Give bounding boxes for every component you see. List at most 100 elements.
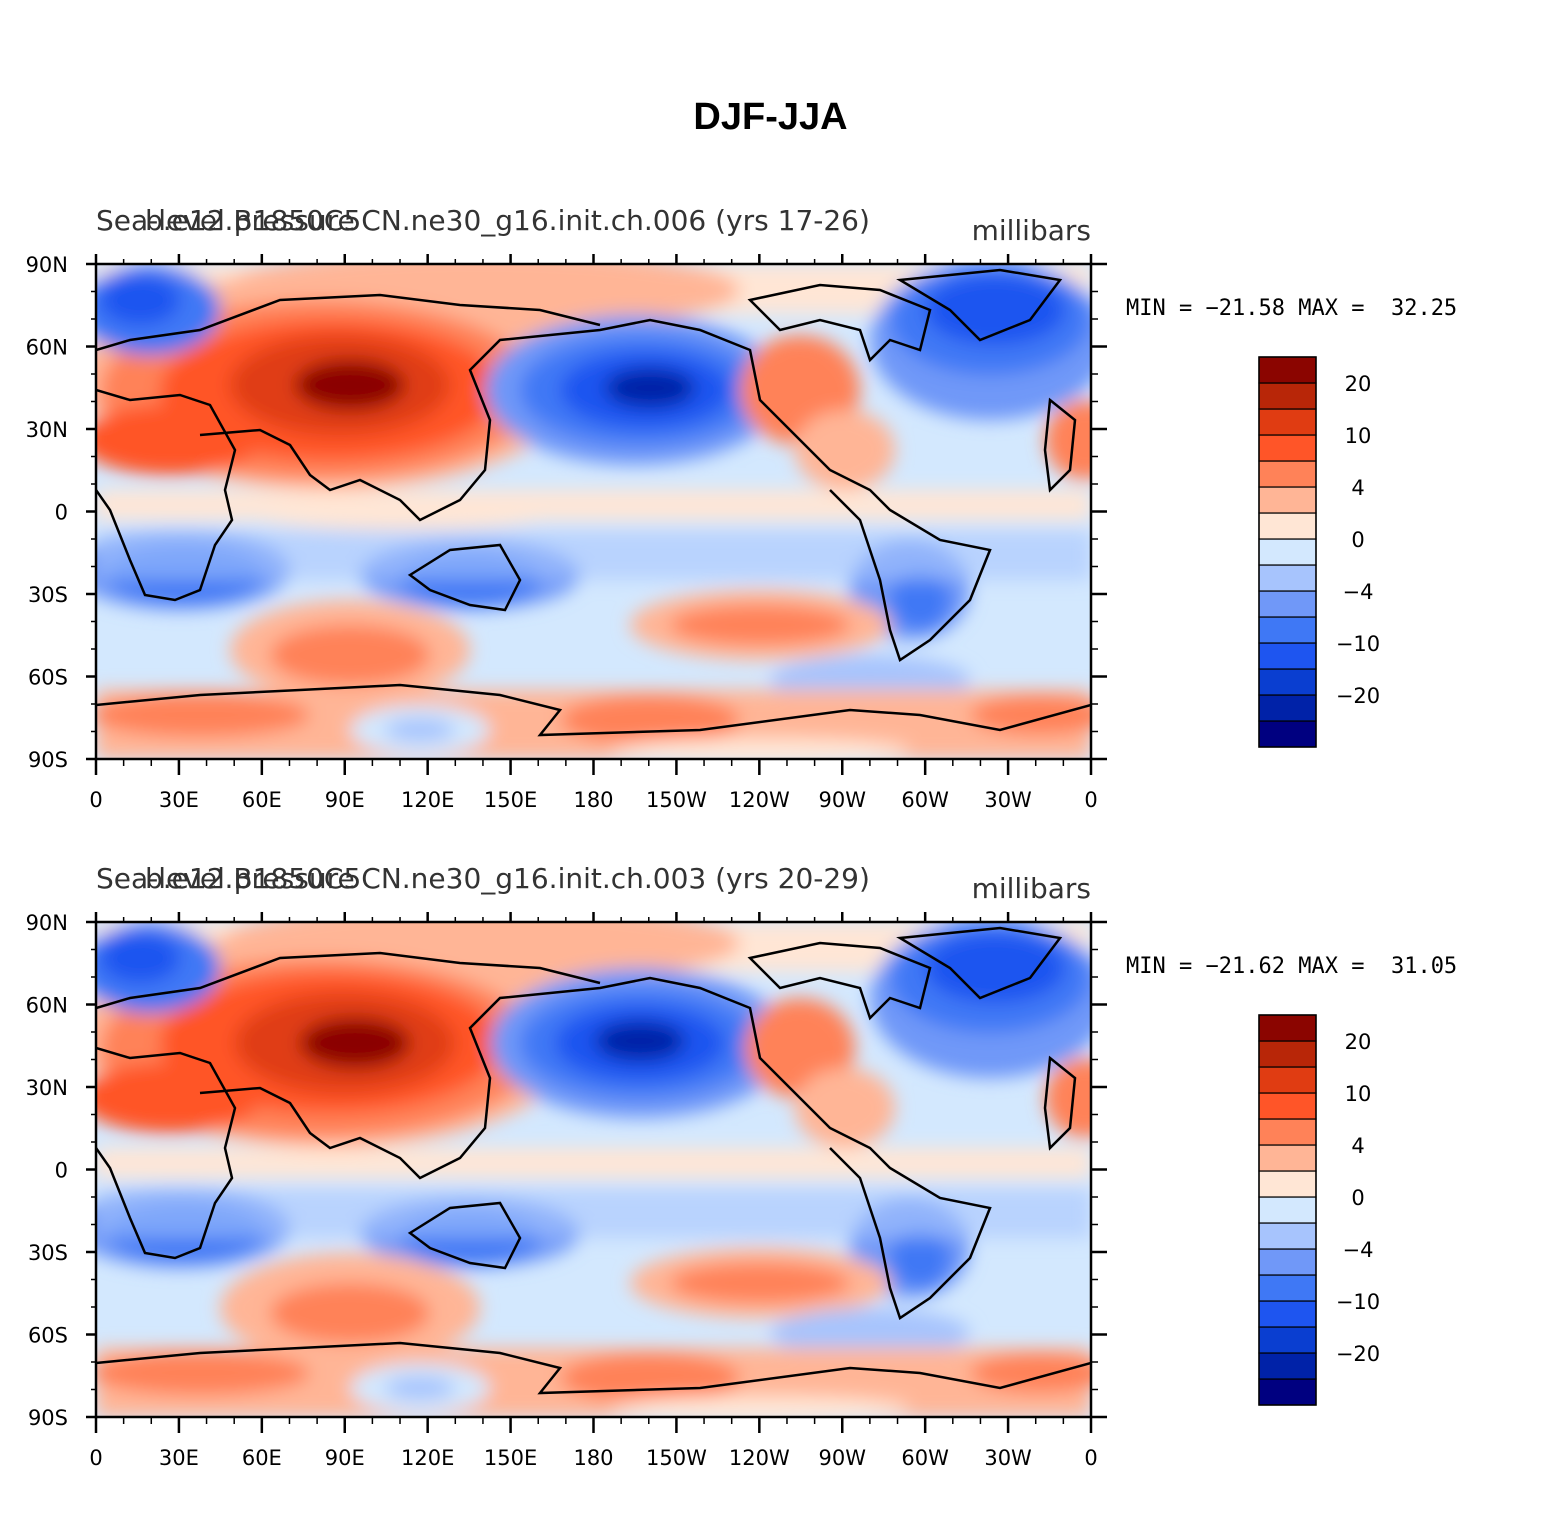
coastlines bbox=[96, 268, 1091, 737]
lat-tick-label: 90S bbox=[28, 1406, 68, 1430]
figure-title: DJF-JJA bbox=[693, 96, 848, 138]
colorbar-box bbox=[1258, 356, 1317, 384]
colorbar-label: 10 bbox=[1345, 1082, 1372, 1106]
lon-tick-label: 180 bbox=[573, 1446, 613, 1470]
lon-tick-label: 90W bbox=[819, 1446, 867, 1470]
lon-tick-label: 0 bbox=[89, 788, 102, 812]
min-value: −21.62 bbox=[1205, 954, 1285, 979]
colorbar-label: −20 bbox=[1336, 684, 1380, 708]
colorbar-box bbox=[1258, 1222, 1317, 1250]
coastlines bbox=[96, 926, 1091, 1395]
lat-tick-label: 90N bbox=[26, 911, 68, 935]
lon-tick-label: 30E bbox=[159, 1446, 199, 1470]
lat-tick-label: 0 bbox=[55, 501, 68, 525]
max-value: 31.05 bbox=[1390, 954, 1458, 979]
colorbar-box bbox=[1258, 1196, 1317, 1224]
colorbar-box bbox=[1258, 1118, 1317, 1146]
lat-tick-label: 30S bbox=[28, 583, 68, 607]
colorbar-box bbox=[1258, 1326, 1317, 1354]
colorbar-box bbox=[1258, 1040, 1317, 1068]
min-max-readout: MIN = −21.58 MAX = 32.25 bbox=[1126, 296, 1457, 321]
colorbar-label: 0 bbox=[1351, 528, 1364, 552]
map-panel-bottom: 90N 60N 30N 0 30S 60S 90S 0 30E 60E 90E 120E 150E 18… bbox=[0, 848, 1541, 1508]
max-value: 32.25 bbox=[1390, 296, 1458, 321]
colorbar-box bbox=[1258, 512, 1317, 540]
colorbar-box bbox=[1258, 642, 1317, 670]
pressure-field bbox=[96, 264, 1091, 759]
colorbar-box bbox=[1258, 408, 1317, 436]
left-title: Sea-level pressure bbox=[96, 204, 355, 237]
lon-tick-label: 30W bbox=[984, 1446, 1032, 1470]
colorbar-box bbox=[1258, 1170, 1317, 1198]
colorbar-label: 20 bbox=[1345, 1030, 1372, 1054]
lat-tick-label: 90N bbox=[26, 253, 68, 277]
colorbar-label: 4 bbox=[1351, 476, 1364, 500]
colorbar-frame bbox=[1258, 1014, 1317, 1406]
lon-tick-label: 60E bbox=[242, 788, 282, 812]
lon-tick-label: 60W bbox=[901, 788, 949, 812]
lon-tick-label: 90E bbox=[325, 788, 365, 812]
center-title: b.e12.B1850C5CN.ne30_g16.init.ch.003 (yr… bbox=[145, 862, 870, 895]
colorbar-box bbox=[1258, 1144, 1317, 1172]
lat-tick-label: 90S bbox=[28, 748, 68, 772]
colorbar-box bbox=[1258, 434, 1317, 462]
lon-tick-label: 60W bbox=[901, 1446, 949, 1470]
map-panel-top: 90N 60N 30N 0 30S 60S 90S 0 30E 60E 90E 120E 150E 18… bbox=[0, 190, 1541, 850]
left-title: Sea-level pressure bbox=[96, 862, 355, 895]
colorbar-box bbox=[1258, 564, 1317, 592]
lon-tick-label: 150W bbox=[646, 1446, 707, 1470]
pressure-field bbox=[96, 922, 1091, 1417]
lat-tick-label: 60N bbox=[26, 336, 68, 360]
lon-tick-label: 0 bbox=[89, 1446, 102, 1470]
units-title: millibars bbox=[972, 872, 1091, 905]
center-title: b.e12.B1850C5CN.ne30_g16.init.ch.006 (yr… bbox=[145, 204, 870, 237]
colorbar-box bbox=[1258, 1274, 1317, 1302]
lon-tick-label: 120W bbox=[729, 788, 790, 812]
colorbar-label: 4 bbox=[1351, 1134, 1364, 1158]
max-label: MAX = bbox=[1298, 296, 1365, 321]
lon-tick-label: 0 bbox=[1084, 1446, 1097, 1470]
min-value: −21.58 bbox=[1205, 296, 1285, 321]
lon-tick-label: 150E bbox=[484, 788, 537, 812]
max-label: MAX = bbox=[1298, 954, 1365, 979]
lon-tick-label: 120E bbox=[401, 788, 454, 812]
colorbar-label: 0 bbox=[1351, 1186, 1364, 1210]
min-label: MIN = bbox=[1126, 954, 1193, 979]
lon-tick-label: 90W bbox=[819, 788, 867, 812]
colorbar-box bbox=[1258, 668, 1317, 696]
map-plot-top: 90N 60N 30N 0 30S 60S 90S 0 30E 60E 90E 120E 150E 18… bbox=[26, 204, 1381, 812]
colorbar-box bbox=[1258, 486, 1317, 514]
lon-tick-label: 180 bbox=[573, 788, 613, 812]
colorbar-box bbox=[1258, 1066, 1317, 1094]
map-plot-bottom: 90N 60N 30N 0 30S 60S 90S 0 30E 60E 90E 120E 150E 18… bbox=[26, 862, 1381, 1470]
lon-tick-label: 30W bbox=[984, 788, 1032, 812]
colorbar-box bbox=[1258, 382, 1317, 410]
colorbar-box bbox=[1258, 1300, 1317, 1328]
colorbar-label: −10 bbox=[1336, 632, 1380, 656]
lon-tick-label: 120E bbox=[401, 1446, 454, 1470]
colorbar-box bbox=[1258, 460, 1317, 488]
units-title: millibars bbox=[972, 214, 1091, 247]
colorbar: −20 −10 −4 0 4 10 20 bbox=[1258, 1014, 1380, 1406]
lat-tick-label: 60N bbox=[26, 994, 68, 1018]
colorbar-label: 10 bbox=[1345, 424, 1372, 448]
colorbar-label: −10 bbox=[1336, 1290, 1380, 1314]
lon-tick-label: 0 bbox=[1084, 788, 1097, 812]
lat-tick-label: 30S bbox=[28, 1241, 68, 1265]
min-label: MIN = bbox=[1126, 296, 1193, 321]
min-max-readout: MIN = −21.62 MAX = 31.05 bbox=[1126, 954, 1457, 979]
lon-tick-label: 90E bbox=[325, 1446, 365, 1470]
colorbar-label: −4 bbox=[1343, 580, 1374, 604]
lat-tick-label: 60S bbox=[28, 666, 68, 690]
colorbar-label: 20 bbox=[1345, 372, 1372, 396]
colorbar-box bbox=[1258, 538, 1317, 566]
lon-tick-label: 150W bbox=[646, 788, 707, 812]
colorbar-box bbox=[1258, 1092, 1317, 1120]
lat-tick-label: 60S bbox=[28, 1324, 68, 1348]
colorbar-frame bbox=[1258, 356, 1317, 748]
colorbar-box bbox=[1258, 694, 1317, 722]
lon-tick-label: 150E bbox=[484, 1446, 537, 1470]
colorbar-box bbox=[1258, 590, 1317, 618]
colorbar-label: −4 bbox=[1343, 1238, 1374, 1262]
colorbar-box bbox=[1258, 1352, 1317, 1380]
